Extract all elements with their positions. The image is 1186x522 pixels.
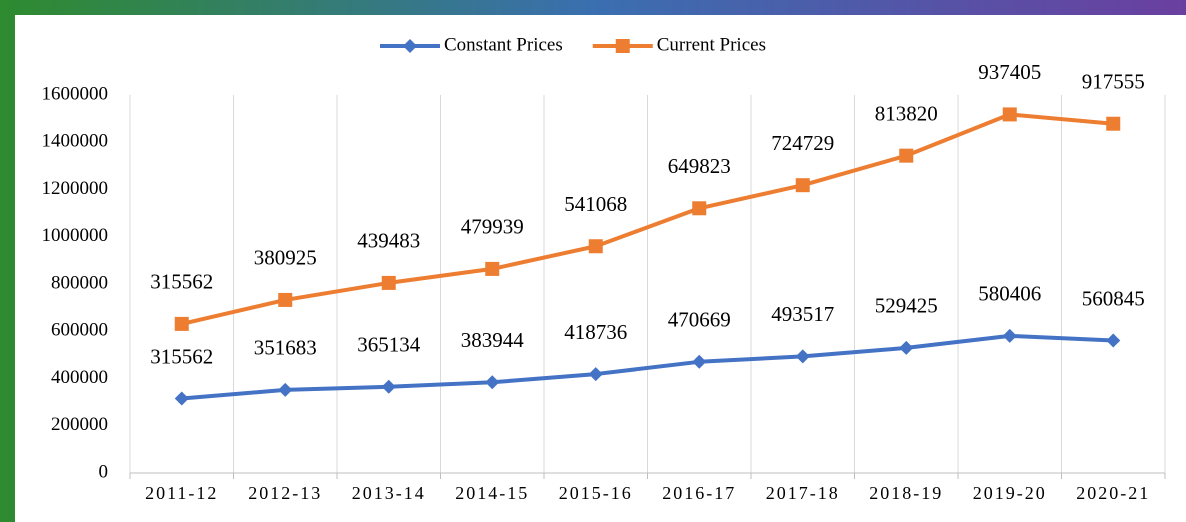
- y-tick-label: 200000: [51, 414, 108, 435]
- data-label: 479939: [461, 215, 524, 239]
- marker: [278, 292, 293, 307]
- marker: [381, 379, 396, 394]
- x-tick-label: 2014-15: [455, 483, 529, 503]
- marker: [381, 275, 396, 290]
- marker: [899, 340, 914, 355]
- x-tick-label: 2018-19: [869, 483, 943, 503]
- marker: [692, 201, 707, 216]
- x-tick-label: 2017-18: [766, 483, 840, 503]
- marker: [795, 349, 810, 364]
- marker: [1002, 107, 1017, 122]
- data-label: 917555: [1082, 70, 1145, 94]
- y-tick-label: 1400000: [42, 131, 109, 152]
- data-label: 813820: [875, 101, 938, 125]
- y-tick-label: 1000000: [42, 225, 109, 246]
- data-label: 383944: [461, 328, 525, 352]
- marker: [174, 316, 189, 331]
- data-label: 351683: [254, 336, 317, 360]
- data-label: 560845: [1082, 286, 1145, 310]
- data-label: 937405: [978, 60, 1041, 84]
- marker: [485, 261, 500, 276]
- x-tick-label: 2011-12: [145, 483, 218, 503]
- y-tick-label: 600000: [51, 320, 108, 341]
- legend-label: Constant Prices: [444, 34, 563, 55]
- legend-label: Current Prices: [657, 34, 766, 55]
- marker: [588, 367, 603, 382]
- data-label: 493517: [771, 302, 834, 326]
- marker: [1106, 116, 1121, 131]
- data-label: 315562: [150, 270, 213, 294]
- marker: [899, 148, 914, 163]
- data-label: 380925: [254, 246, 317, 270]
- marker: [1002, 328, 1017, 343]
- marker: [615, 39, 630, 53]
- marker: [485, 375, 500, 390]
- x-tick-label: 2013-14: [352, 483, 426, 503]
- marker: [588, 239, 603, 254]
- data-label: 541068: [564, 192, 627, 216]
- series-line: [181, 333, 1114, 401]
- data-label: 470669: [668, 308, 731, 332]
- x-tick-label: 2016-17: [662, 483, 736, 503]
- y-tick-label: 400000: [51, 367, 108, 388]
- data-label: 649823: [668, 154, 731, 178]
- chart-panel: [15, 15, 1186, 522]
- data-label: 439483: [357, 229, 420, 253]
- marker: [403, 39, 417, 53]
- series-line: [181, 112, 1114, 326]
- x-tick-label: 2019-20: [973, 483, 1047, 503]
- x-tick-label: 2020-21: [1076, 483, 1150, 503]
- x-tick-label: 2012-13: [248, 483, 322, 503]
- y-tick-label: 0: [99, 461, 109, 482]
- data-label: 365134: [357, 333, 421, 357]
- data-label: 418736: [564, 320, 627, 344]
- data-label: 580406: [978, 282, 1041, 306]
- marker: [278, 382, 293, 397]
- marker: [1106, 333, 1121, 348]
- y-tick-label: 800000: [51, 272, 108, 293]
- y-tick-label: 1600000: [42, 83, 109, 104]
- data-label: 724729: [771, 131, 834, 155]
- y-tick-label: 1200000: [42, 178, 109, 199]
- marker: [692, 354, 707, 369]
- x-tick-label: 2015-16: [559, 483, 633, 503]
- data-label: 315562: [150, 344, 213, 368]
- data-label: 529425: [875, 294, 938, 318]
- marker: [174, 391, 189, 406]
- marker: [795, 178, 810, 193]
